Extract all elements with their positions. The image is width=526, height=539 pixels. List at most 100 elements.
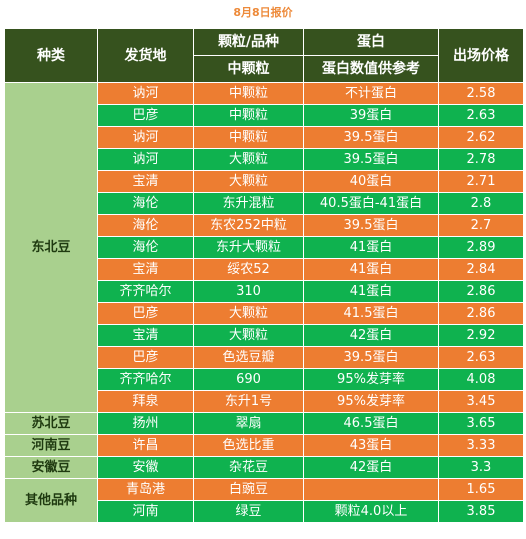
origin-cell: 巴彦 (97, 104, 194, 127)
grain-cell: 大颗粒 (193, 170, 304, 193)
grain-cell: 东升大颗粒 (193, 236, 304, 259)
origin-cell: 宝清 (97, 324, 194, 347)
table-row: 安徽豆 安徽 杂花豆 42蛋白 3.3 (4, 456, 524, 479)
protein-cell: 40.5蛋白-41蛋白 (303, 192, 439, 215)
price-table: 种类 发货地 颗粒/品种 蛋白 出场价格 中颗粒 蛋白数值供参考 东北豆 讷河 … (4, 28, 524, 523)
price-cell: 2.86 (438, 302, 524, 325)
page-title: 8月8日报价 (233, 6, 293, 19)
grain-cell: 310 (193, 280, 304, 303)
protein-cell: 46.5蛋白 (303, 412, 439, 435)
price-cell: 3.85 (438, 500, 524, 523)
price-cell: 2.62 (438, 126, 524, 149)
origin-cell: 海伦 (97, 214, 194, 237)
grain-cell: 东升混粒 (193, 192, 304, 215)
header-price: 出场价格 (438, 28, 524, 83)
table-row: 讷河 大颗粒 39.5蛋白 2.78 (5, 148, 524, 171)
origin-cell: 拜泉 (97, 390, 194, 413)
grain-cell: 中颗粒 (193, 82, 304, 105)
protein-cell: 43蛋白 (303, 434, 439, 457)
table-row: 齐齐哈尔 690 95%发芽率 4.08 (5, 368, 524, 391)
origin-cell: 讷河 (97, 82, 194, 105)
origin-cell: 河南 (97, 500, 194, 523)
protein-cell: 41蛋白 (303, 280, 439, 303)
table-row: 拜泉 东升1号 95%发芽率 3.45 (5, 390, 524, 413)
origin-cell: 海伦 (97, 192, 194, 215)
table-row: 东北豆 讷河 中颗粒 不计蛋白 2.58 (4, 82, 524, 413)
header-protein: 蛋白 (303, 28, 439, 56)
protein-cell: 95%发芽率 (303, 390, 439, 413)
header-grain-sub: 中颗粒 (193, 55, 304, 83)
header-grain: 颗粒/品种 (193, 28, 304, 56)
origin-cell: 宝清 (97, 170, 194, 193)
protein-cell: 39.5蛋白 (303, 126, 439, 149)
table-row: 宝清 大颗粒 42蛋白 2.92 (5, 324, 524, 347)
price-cell: 2.92 (438, 324, 524, 347)
protein-cell: 39.5蛋白 (303, 148, 439, 171)
table-row: 海伦 东升大颗粒 41蛋白 2.89 (5, 236, 524, 259)
price-cell: 2.84 (438, 258, 524, 281)
category-cell: 其他品种 (4, 478, 98, 523)
origin-cell: 齐齐哈尔 (97, 368, 194, 391)
grain-cell: 绿豆 (193, 500, 304, 523)
price-cell: 2.8 (438, 192, 524, 215)
table-row: 宝清 大颗粒 40蛋白 2.71 (5, 170, 524, 193)
origin-cell: 齐齐哈尔 (97, 280, 194, 303)
table-row: 齐齐哈尔 310 41蛋白 2.86 (5, 280, 524, 303)
grain-cell: 大颗粒 (193, 324, 304, 347)
protein-cell: 颗粒4.0以上 (303, 500, 439, 523)
category-cell: 苏北豆 (4, 412, 98, 435)
table-row: 其他品种 青岛港 白豌豆 1.65 (4, 478, 524, 523)
grain-cell: 翠扇 (193, 412, 304, 435)
origin-cell: 安徽 (97, 456, 194, 479)
origin-cell: 宝清 (97, 258, 194, 281)
price-cell: 2.86 (438, 280, 524, 303)
origin-cell: 巴彦 (97, 346, 194, 369)
protein-cell: 95%发芽率 (303, 368, 439, 391)
price-cell: 3.33 (438, 434, 524, 457)
grain-cell: 690 (193, 368, 304, 391)
table-row: 河南豆 许昌 色选比重 43蛋白 3.33 (4, 434, 524, 457)
origin-cell: 海伦 (97, 236, 194, 259)
grain-cell: 中颗粒 (193, 104, 304, 127)
grain-cell: 绥农52 (193, 258, 304, 281)
table-row: 巴彦 中颗粒 39蛋白 2.63 (5, 104, 524, 127)
table-row: 巴彦 大颗粒 41.5蛋白 2.86 (5, 302, 524, 325)
header-origin: 发货地 (97, 28, 194, 83)
grain-cell: 东农252中粒 (193, 214, 304, 237)
origin-cell: 讷河 (97, 148, 194, 171)
price-cell: 4.08 (438, 368, 524, 391)
protein-cell: 41.5蛋白 (303, 302, 439, 325)
protein-cell: 41蛋白 (303, 258, 439, 281)
price-cell: 1.65 (438, 478, 524, 501)
grain-cell: 大颗粒 (193, 302, 304, 325)
protein-cell: 42蛋白 (303, 456, 439, 479)
category-cell: 安徽豆 (4, 456, 98, 479)
price-cell: 2.7 (438, 214, 524, 237)
origin-cell: 扬州 (97, 412, 194, 435)
grain-cell: 中颗粒 (193, 126, 304, 149)
table-row: 海伦 东农252中粒 39.5蛋白 2.7 (5, 214, 524, 237)
price-cell: 2.63 (438, 346, 524, 369)
price-cell: 3.45 (438, 390, 524, 413)
header-protein-sub: 蛋白数值供参考 (303, 55, 439, 83)
protein-cell: 40蛋白 (303, 170, 439, 193)
grain-cell: 大颗粒 (193, 148, 304, 171)
grain-cell: 色选豆瓣 (193, 346, 304, 369)
price-cell: 2.58 (438, 82, 524, 105)
price-cell: 2.71 (438, 170, 524, 193)
origin-cell: 巴彦 (97, 302, 194, 325)
price-cell: 3.65 (438, 412, 524, 435)
header-category: 种类 (4, 28, 98, 83)
grain-cell: 东升1号 (193, 390, 304, 413)
origin-cell: 青岛港 (97, 478, 194, 501)
grain-cell: 色选比重 (193, 434, 304, 457)
grain-cell: 白豌豆 (193, 478, 304, 501)
origin-cell: 讷河 (97, 126, 194, 149)
table-row: 苏北豆 扬州 翠扇 46.5蛋白 3.65 (4, 412, 524, 435)
price-cell: 3.3 (438, 456, 524, 479)
protein-cell: 42蛋白 (303, 324, 439, 347)
protein-cell (303, 478, 439, 501)
protein-cell: 39.5蛋白 (303, 214, 439, 237)
protein-cell: 39.5蛋白 (303, 346, 439, 369)
table-row: 宝清 绥农52 41蛋白 2.84 (5, 258, 524, 281)
